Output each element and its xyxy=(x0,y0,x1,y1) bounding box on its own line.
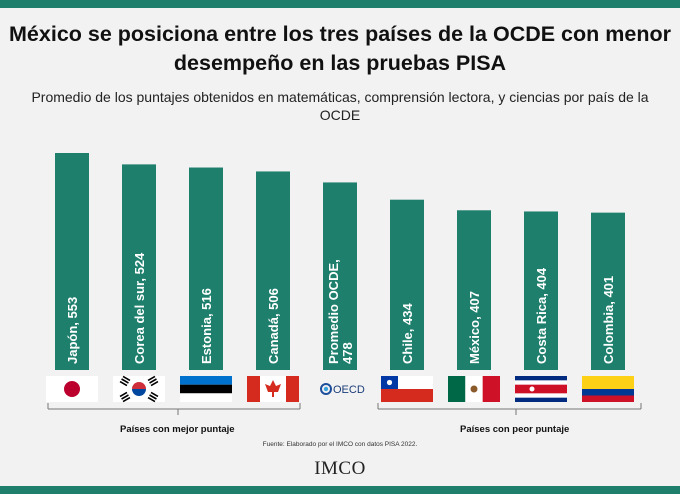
bar-label: Estonia, 516 xyxy=(199,288,214,364)
chile-flag-icon xyxy=(381,376,433,402)
top-accent-stripe xyxy=(0,0,680,8)
chart-subtitle: Promedio de los puntajes obtenidos en ma… xyxy=(31,89,649,123)
bottom-accent-stripe xyxy=(0,486,680,494)
bar-japón xyxy=(55,153,89,370)
bar-label: México, 407 xyxy=(467,291,482,364)
estonia-flag-icon xyxy=(180,376,232,402)
best-group-bracket xyxy=(47,403,301,415)
bar-colombia xyxy=(591,212,625,370)
bar-label: Costa Rica, 404 xyxy=(534,267,549,364)
svg-text:OECD: OECD xyxy=(333,384,365,396)
bar-label: Colombia, 401 xyxy=(601,276,616,364)
bar-méxico xyxy=(457,210,491,370)
oecd-logo: OECD xyxy=(320,383,365,396)
south-korea-flag-icon xyxy=(113,375,165,403)
mexico-flag-icon xyxy=(448,376,500,402)
bar-corea-del-sur xyxy=(122,164,156,370)
worst-group-label: Países con peor puntaje xyxy=(460,424,570,435)
bar-chile xyxy=(390,199,424,370)
source-note: Fuente: Elaborado por el IMCO con datos … xyxy=(262,441,418,448)
worst-group-bracket xyxy=(377,403,642,415)
bar-label: Japón, 553 xyxy=(65,297,80,364)
japan-flag-icon xyxy=(46,376,98,402)
bar-label: Promedio OCDE, xyxy=(326,259,341,364)
bar-label: Canadá, 506 xyxy=(266,288,281,364)
chart-title: México se posiciona entre los tres paíse… xyxy=(9,22,671,75)
costa-rica-flag-icon xyxy=(515,376,567,402)
bar-label: Chile, 434 xyxy=(400,303,415,364)
canada-flag-icon xyxy=(247,376,299,402)
bar-promedio-ocde xyxy=(323,182,357,370)
bar-label: Corea del sur, 524 xyxy=(132,252,147,364)
colombia-flag-icon xyxy=(582,376,634,402)
best-group-label: Países con mejor puntaje xyxy=(120,424,235,435)
imco-logo: IMCO xyxy=(314,458,366,479)
bar-costa-rica xyxy=(524,211,558,370)
bar-label: 478 xyxy=(340,342,355,364)
bar-canadá xyxy=(256,171,290,370)
bar-estonia xyxy=(189,167,223,370)
